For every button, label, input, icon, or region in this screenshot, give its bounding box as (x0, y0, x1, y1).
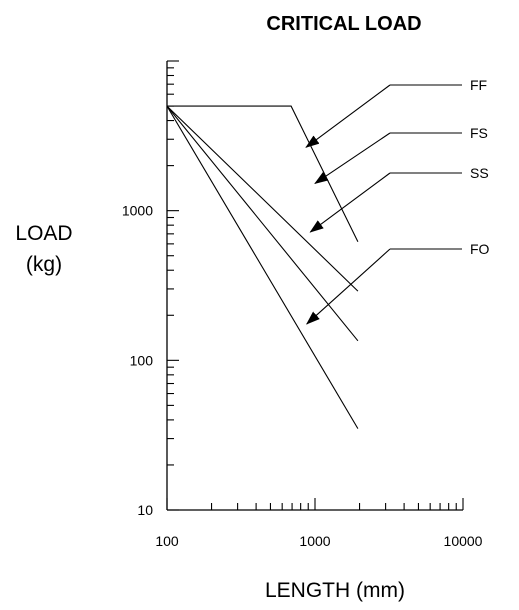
series-lines (166, 105, 359, 429)
x-tick-label: 10000 (444, 533, 483, 549)
callout-arrow-fo (306, 248, 391, 325)
callout-arrow-ff (305, 84, 391, 148)
series-line-ss (166, 105, 359, 342)
series-line-fs (166, 105, 359, 292)
chart-title: CRITICAL LOAD (266, 13, 421, 35)
callout-arrow-ss (309, 172, 391, 233)
y-tick-label: 1000 (122, 203, 153, 219)
series-line-ff (167, 105, 359, 242)
y-axis-label-line1: LOAD (15, 222, 72, 245)
series-callouts: FF FS SS FO (305, 77, 490, 325)
x-tick-label: 1000 (299, 533, 330, 549)
series-label-ff: FF (470, 77, 487, 93)
y-axis-label-line2: (kg) (26, 253, 62, 276)
series-line-fo (166, 105, 359, 429)
series-label-ss: SS (470, 165, 489, 181)
series-label-fo: FO (470, 241, 490, 257)
x-axis-label: LENGTH (mm) (265, 579, 405, 602)
x-tick-label: 100 (155, 533, 179, 549)
callout-arrow-fs (314, 132, 391, 185)
y-tick-label: 100 (130, 352, 154, 368)
series-label-fs: FS (470, 125, 488, 141)
y-tick-label: 10 (137, 502, 153, 518)
